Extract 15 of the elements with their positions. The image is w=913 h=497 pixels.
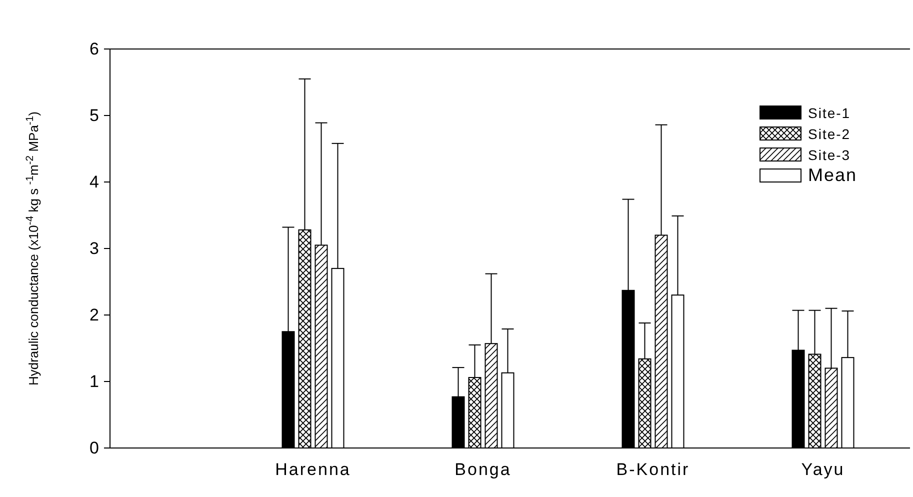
- legend-label: Site-3: [808, 147, 851, 163]
- y-tick-label: 4: [90, 172, 99, 192]
- y-tick-label: 1: [90, 372, 99, 391]
- y-tick-label: 3: [90, 238, 99, 258]
- y-tick-label: 5: [90, 106, 99, 125]
- legend-label: Site-2: [808, 126, 851, 142]
- y-tick-label: 0: [90, 438, 99, 458]
- x-tick-label: Harenna: [275, 460, 351, 479]
- x-tick-label: Yayu: [801, 460, 845, 479]
- y-tick-label: 6: [90, 39, 99, 58]
- legend-label: Mean: [808, 165, 858, 185]
- y-tick-label: 2: [90, 305, 99, 324]
- legend-label: Site-1: [808, 105, 851, 121]
- x-tick-label: B-Kontir: [616, 460, 690, 479]
- x-tick-label: Bonga: [454, 460, 512, 479]
